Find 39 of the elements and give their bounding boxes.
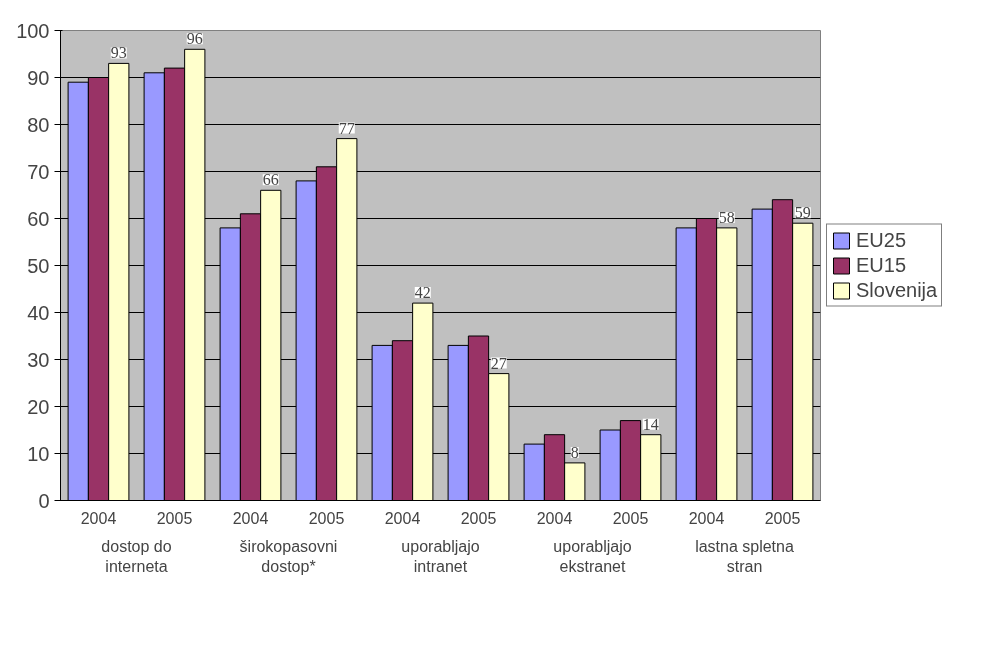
text: lastna spletna stran <box>695 537 794 575</box>
data-label: 66 <box>262 171 279 189</box>
legend-label: EU15 <box>856 253 907 277</box>
x-tick-label: 2005 <box>460 509 497 527</box>
text: uporabljajo ekstranet <box>553 537 632 575</box>
y-tick-label: 70 <box>27 160 50 183</box>
text: širokopasovni dostop* <box>239 537 338 575</box>
data-label: 8 <box>570 443 579 461</box>
data-label: 77 <box>338 119 355 137</box>
x-tick-label: 2004 <box>232 509 269 527</box>
data-label: 96 <box>186 30 203 48</box>
data-label: 93 <box>110 44 127 62</box>
x-tick-label: 2004 <box>80 509 117 527</box>
y-tick-label: 60 <box>27 207 50 230</box>
data-label: 58 <box>718 208 735 226</box>
y-tick-label: 100 <box>16 19 50 42</box>
x-tick-label: 2005 <box>612 509 649 527</box>
legend-label: EU25 <box>856 228 907 252</box>
y-tick-label: 0 <box>38 489 50 512</box>
x-tick-label: 2005 <box>156 509 193 527</box>
y-tick-label: 80 <box>27 113 50 136</box>
data-label: 14 <box>642 415 659 433</box>
y-tick-label: 20 <box>27 395 50 418</box>
legend-label: Slovenija <box>856 278 938 302</box>
data-label: 42 <box>414 284 431 302</box>
x-tick-label: 2004 <box>688 509 725 527</box>
y-tick-label: 10 <box>27 442 50 465</box>
text: uporabljajo intranet <box>401 537 480 575</box>
y-tick-label: 50 <box>27 254 50 277</box>
y-tick-label: 30 <box>27 348 50 371</box>
x-tick-label: 2004 <box>536 509 573 527</box>
text: dostop do interneta <box>101 537 172 575</box>
data-label: 59 <box>794 204 811 222</box>
x-tick-label: 2005 <box>764 509 801 527</box>
x-tick-label: 2004 <box>384 509 421 527</box>
x-tick-label: 2005 <box>308 509 345 527</box>
data-label: 27 <box>490 354 507 372</box>
y-tick-label: 40 <box>27 301 50 324</box>
y-tick-label: 90 <box>27 66 50 89</box>
